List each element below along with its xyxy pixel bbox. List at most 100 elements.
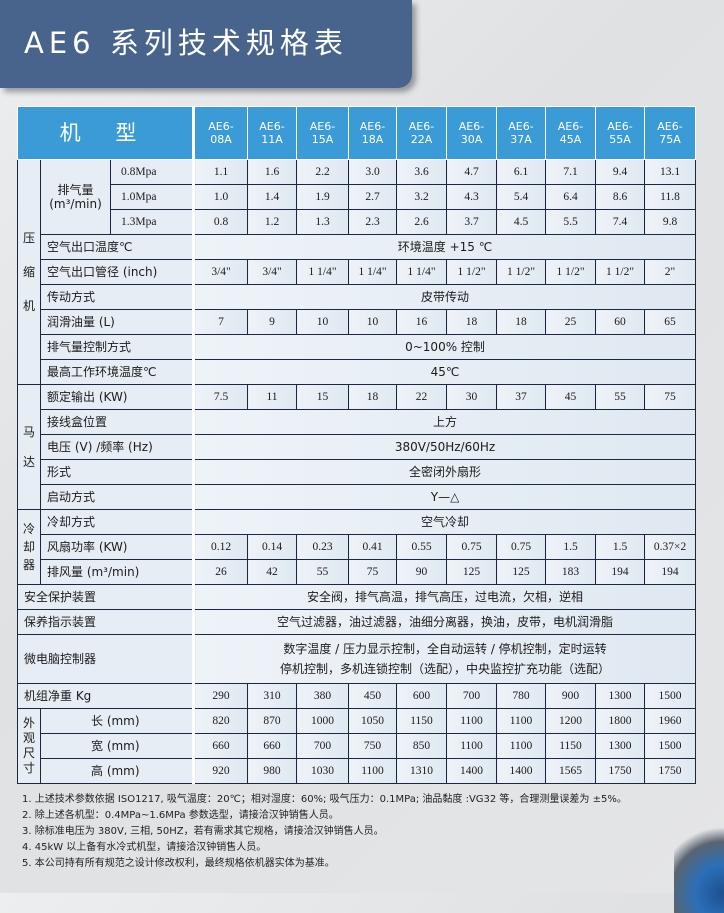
row-label: 空气出口管径 (inch) <box>39 259 195 285</box>
value-cell: 30 <box>446 384 498 410</box>
value-cell: 3.6 <box>396 159 448 185</box>
value-cell: 15 <box>296 384 350 410</box>
spanned-value-cell: 皮带传动 <box>192 284 697 310</box>
row-label: 润滑油量 (L) <box>39 309 195 335</box>
value-cell: 1.5 <box>595 534 646 560</box>
model-name: AE6-37A <box>508 120 534 146</box>
group-label-text: 外观尺寸 <box>22 716 35 775</box>
model-header: AE6-55A <box>595 106 646 160</box>
value-cell: 1.0 <box>192 184 249 210</box>
value-cell: 37 <box>496 384 547 410</box>
row-label: 排风量 (m³/min) <box>39 559 195 585</box>
table-row: 润滑油量 (L) 7 9 10 10 16 18 18 25 60 65 <box>18 309 697 335</box>
model-name: AE6-22A <box>408 120 435 146</box>
value-cell: 42 <box>247 559 298 585</box>
gear-rotor-image <box>674 813 724 913</box>
row-label: 微电脑控制器 <box>16 634 195 684</box>
model-header: AE6-08A <box>192 106 249 160</box>
value-cell: 183 <box>545 559 597 585</box>
model-name: AE6-75A <box>657 120 683 146</box>
value-cell: 18 <box>496 309 547 335</box>
flow-label-text: 排气量 <box>57 183 94 197</box>
table-row: 电压 (V) /频率 (Hz) 380V/50Hz/60Hz <box>18 434 697 460</box>
value-cell: 194 <box>644 559 697 585</box>
group-label-text: 压缩机 <box>22 231 35 313</box>
spanned-value-cell: 安全阀，排气高温，排气高压，过电流，欠相，逆相 <box>192 584 697 610</box>
value-line: 停机控制，多机连锁控制（选配），中央监控扩充功能（选配） <box>280 662 611 676</box>
row-label: 风扇功率 (KW) <box>39 534 195 560</box>
footnote: 1. 上述技术参数依据 ISO1217, 吸气温度：20℃；相对湿度：60%; … <box>22 794 627 805</box>
group-label: 外观尺寸 <box>17 708 41 784</box>
value-cell: 290 <box>192 683 249 709</box>
footnote: 4. 45kW 以上备有水冷式机型，请接洽汉钟销售人员。 <box>22 842 267 853</box>
spanned-value-cell: Y—△ <box>192 484 697 510</box>
table-row: 高 (mm) 920 980 1030 1100 1310 1400 1400 1565 1750… <box>18 758 697 784</box>
value-cell: 0.12 <box>192 534 249 560</box>
value-cell: 980 <box>247 758 298 784</box>
value-cell: 3.2 <box>396 184 448 210</box>
table-row: 1.3Mpa 0.8 1.2 1.3 2.3 2.6 3.7 4.5 5.5 7.4 9.8 <box>18 209 697 235</box>
value-cell: 1200 <box>545 708 597 734</box>
value-cell: 11 <box>247 384 298 410</box>
value-cell: 3/4" <box>247 259 298 285</box>
table-row: 排气量控制方式 0~100% 控制 <box>18 334 697 360</box>
value-cell: 65 <box>644 309 697 335</box>
pressure-label: 1.3Mpa <box>109 209 195 235</box>
value-cell: 1565 <box>545 758 597 784</box>
value-cell: 1 1/4" <box>296 259 350 285</box>
value-cell: 25 <box>545 309 597 335</box>
model-header: AE6-11A <box>247 106 298 160</box>
value-cell: 1750 <box>595 758 646 784</box>
value-cell: 1 1/2" <box>496 259 547 285</box>
value-cell: 13.1 <box>644 159 697 185</box>
table-row: 安全保护装置 安全阀，排气高温，排气高压，过电流，欠相，逆相 <box>16 584 697 610</box>
group-label: 马达 <box>17 384 41 510</box>
table-row: 外观尺寸长 (mm) 820 870 1000 1050 1150 1100 1100 1200… <box>17 708 697 784</box>
value-cell: 16 <box>396 309 448 335</box>
value-cell: 1.5 <box>545 534 597 560</box>
spanned-value-cell: 全密闭外扇形 <box>192 459 697 485</box>
group-label: 压缩机 <box>17 159 41 385</box>
value-cell: 7 <box>192 309 249 335</box>
value-cell: 55 <box>595 384 646 410</box>
value-cell: 700 <box>296 733 350 759</box>
value-cell: 1310 <box>396 758 448 784</box>
row-label: 接线盒位置 <box>39 409 195 435</box>
model-header: AE6-37A <box>496 106 547 160</box>
content: 机 型 AE6-08A AE6-11A AE6-15A AE6-18A AE6-22A AE… <box>16 106 697 872</box>
table-row: 启动方式 Y—△ <box>18 484 697 510</box>
value-cell: 75 <box>348 559 398 585</box>
model-name: AE6-55A <box>607 120 633 146</box>
table-row: 接线盒位置 上方 <box>18 409 697 435</box>
row-label: 保养指示装置 <box>16 609 195 635</box>
value-cell: 1150 <box>396 708 448 734</box>
spanned-value-cell: 数字温度 / 压力显示控制，全自动运转 / 停机控制，定时运转 停机控制，多机连锁… <box>192 634 697 684</box>
value-cell: 18 <box>348 384 398 410</box>
value-cell: 1100 <box>446 708 498 734</box>
value-cell: 1 1/4" <box>348 259 398 285</box>
header-row: 机 型 AE6-08A AE6-11A AE6-15A AE6-18A AE6-22A AE… <box>16 106 697 160</box>
table-row: 微电脑控制器 数字温度 / 压力显示控制，全自动运转 / 停机控制，定时运转 停机控… <box>16 634 697 684</box>
table-row: 排风量 (m³/min) 26 42 55 75 90 125 125 183 194 194 <box>18 559 697 585</box>
value-cell: 1100 <box>446 733 498 759</box>
table-row: 空气出口管径 (inch) 3/4" 3/4" 1 1/4" 1 1/4" 1 1/4" 1… <box>18 259 697 285</box>
value-cell: 0.14 <box>247 534 298 560</box>
value-cell: 6.1 <box>496 159 547 185</box>
value-cell: 22 <box>396 384 448 410</box>
model-name: AE6-11A <box>259 120 285 146</box>
table-row: 宽 (mm) 660 660 700 750 850 1100 1100 1150 1300 150… <box>18 733 697 759</box>
row-label: 宽 (mm) <box>39 733 195 759</box>
model-name: AE6-15A <box>309 120 336 146</box>
value-cell: 1800 <box>595 708 646 734</box>
value-cell: 7.5 <box>192 384 249 410</box>
spanned-value-cell: 380V/50Hz/60Hz <box>192 434 697 460</box>
value-cell: 660 <box>247 733 298 759</box>
value-cell: 75 <box>644 384 697 410</box>
table-row: 1.0Mpa 1.0 1.4 1.9 2.7 3.2 4.3 5.4 6.4 8.6 11.8 <box>18 184 697 210</box>
spec-table: 机 型 AE6-08A AE6-11A AE6-15A AE6-18A AE6-22A AE… <box>16 106 697 784</box>
value-cell: 60 <box>595 309 646 335</box>
row-label: 空气出口温度℃ <box>39 234 195 260</box>
table-row: 空气出口温度℃ 环境温度 +15 ℃ <box>18 234 697 260</box>
spanned-value-cell: 空气冷却 <box>192 509 697 535</box>
value-cell: 1500 <box>644 683 697 709</box>
